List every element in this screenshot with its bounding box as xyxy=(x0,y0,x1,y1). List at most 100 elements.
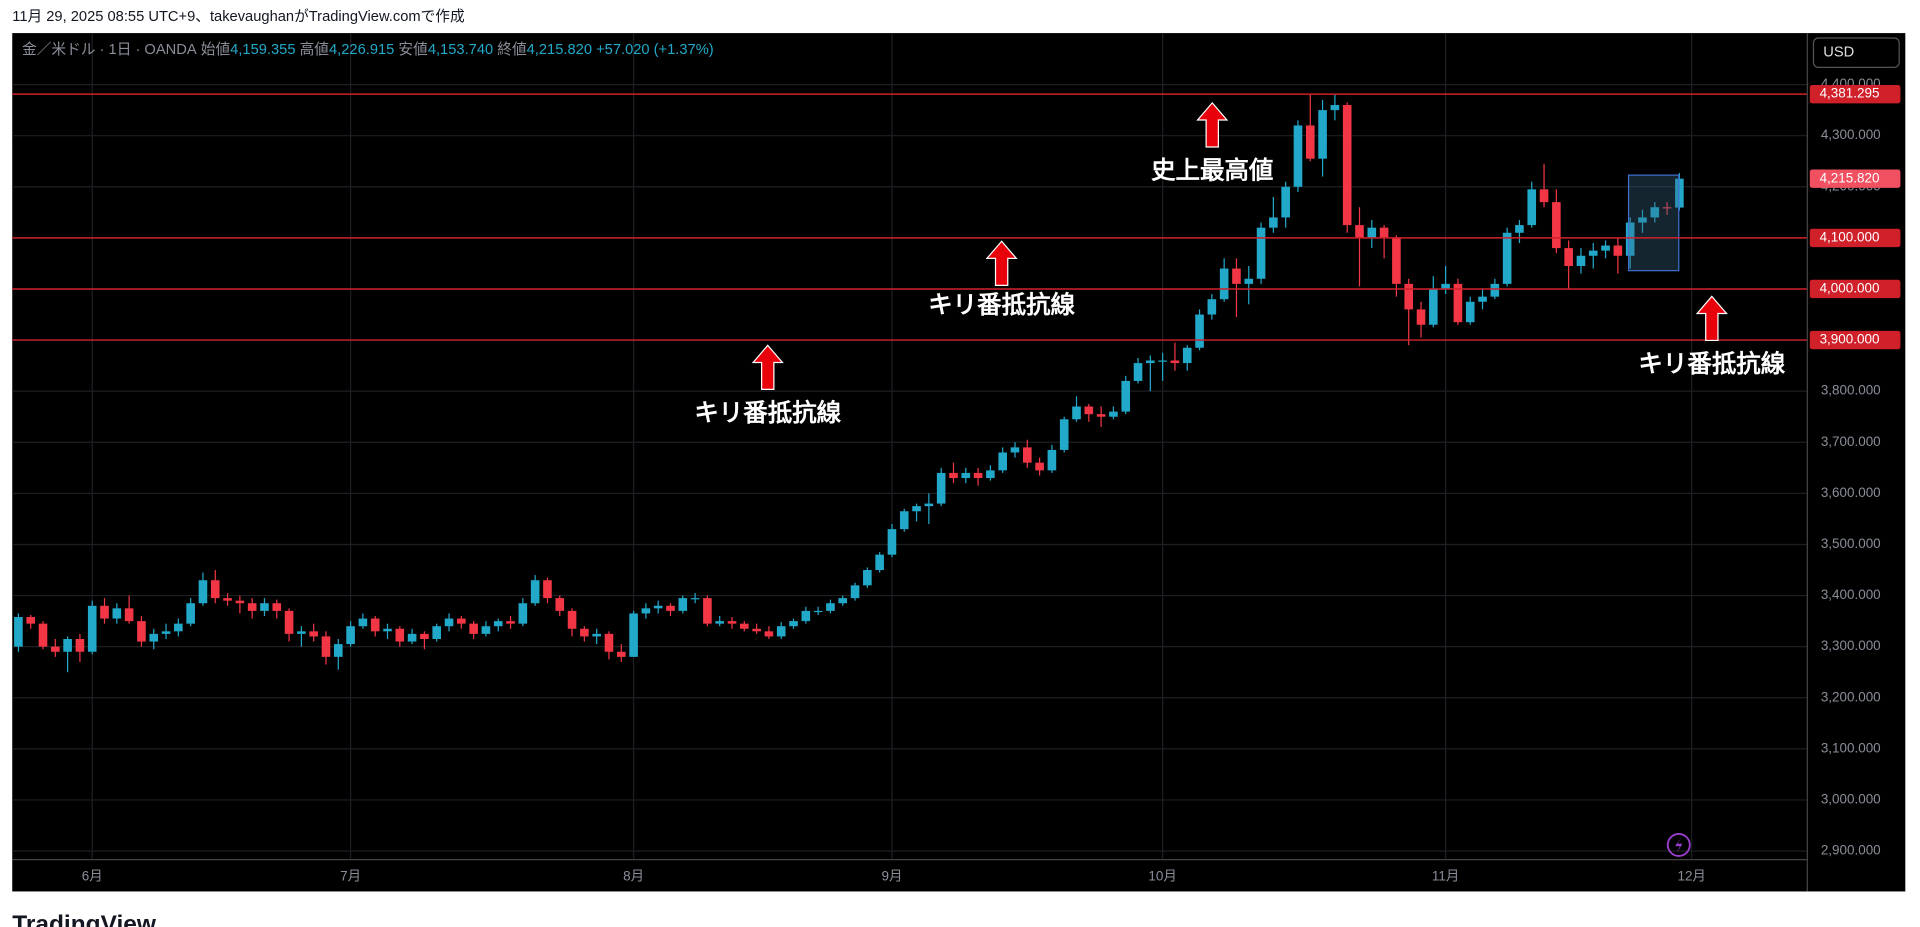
candle-body xyxy=(1355,225,1364,238)
candle-body xyxy=(1281,186,1290,218)
candle-body xyxy=(973,472,983,479)
legend-change: +57.020 (+1.37%) xyxy=(596,42,714,58)
alert-icon[interactable] xyxy=(1666,832,1691,857)
candle-body xyxy=(850,585,860,599)
last-price-label: 4,215.820 xyxy=(1820,170,1880,185)
candle-body xyxy=(875,554,884,571)
candle-body xyxy=(555,598,565,611)
candle-body xyxy=(813,610,823,613)
arrow xyxy=(1695,295,1728,342)
candle-body xyxy=(14,617,23,647)
candle-body xyxy=(112,608,122,619)
candle-body xyxy=(1305,125,1315,159)
legend-value: 4,226.915 xyxy=(329,42,394,58)
candle-body xyxy=(1232,268,1241,284)
candle-body xyxy=(641,608,651,614)
candles xyxy=(14,94,1684,673)
candle-body xyxy=(1490,283,1500,297)
candle-body xyxy=(186,603,195,624)
candle-body xyxy=(137,621,146,642)
candle-body xyxy=(174,623,183,632)
candle-body xyxy=(1379,227,1389,238)
candle-body xyxy=(1650,207,1660,218)
candle-body xyxy=(1146,360,1155,364)
candle-body xyxy=(1404,283,1414,310)
candle-body xyxy=(161,631,171,634)
candle-body xyxy=(1195,314,1204,348)
candle-body xyxy=(580,628,589,637)
candle-body xyxy=(87,605,97,652)
candle-body xyxy=(210,580,220,599)
candle-body xyxy=(887,529,897,555)
y-tick-label: 3,600.000 xyxy=(1821,485,1881,500)
x-tick-label: 12月 xyxy=(1677,868,1705,883)
candle-body xyxy=(1010,447,1020,453)
candle-body xyxy=(1022,447,1032,463)
currency[interactable]: USD xyxy=(1823,45,1854,61)
candle-body xyxy=(1416,309,1426,325)
candle-body xyxy=(678,598,688,611)
y-tick-label: 3,700.000 xyxy=(1821,434,1881,449)
candle-body xyxy=(801,610,811,622)
candle-body xyxy=(616,651,626,657)
price-line-label-bg xyxy=(1809,279,1901,299)
candle-body xyxy=(1035,462,1044,471)
candle-body xyxy=(420,633,429,639)
candle-body xyxy=(1576,255,1586,266)
candle-body xyxy=(592,633,601,637)
candle-body xyxy=(1096,414,1106,417)
candle-body xyxy=(530,580,540,604)
candle-body xyxy=(260,603,269,611)
candle-body xyxy=(604,633,614,652)
candle-body xyxy=(1244,278,1254,284)
x-tick-label: 9月 xyxy=(881,868,902,883)
legend-value: 4,215.820 xyxy=(527,42,592,58)
candle-body xyxy=(223,598,232,601)
candle-body xyxy=(1527,189,1537,226)
candle-body xyxy=(1601,245,1610,251)
candle-body xyxy=(1613,245,1623,256)
y-tick-label: 3,400.000 xyxy=(1821,587,1881,602)
candle-body xyxy=(703,598,712,624)
x-tick-label: 10月 xyxy=(1148,868,1176,883)
candle-body xyxy=(899,511,909,530)
position-box xyxy=(1627,174,1680,272)
candle-body xyxy=(690,598,700,600)
candle-body xyxy=(395,628,405,642)
candle-body xyxy=(986,470,995,479)
candle-body xyxy=(1638,217,1647,223)
candle-body xyxy=(493,621,503,627)
candle-body xyxy=(1219,268,1229,300)
arrow xyxy=(751,344,784,391)
candle-body xyxy=(149,633,159,642)
candle-body xyxy=(518,603,528,624)
y-tick-label: 3,800.000 xyxy=(1821,383,1881,398)
candle-body xyxy=(1109,411,1118,417)
currency-button[interactable] xyxy=(1812,37,1900,68)
legend-value: 4,153.740 xyxy=(428,42,493,58)
candle-body xyxy=(826,603,835,611)
candle-body xyxy=(309,631,318,637)
candle-body xyxy=(1662,207,1672,209)
candle-body xyxy=(284,610,294,634)
candle-body xyxy=(1170,360,1180,364)
candle-body xyxy=(1515,225,1524,233)
candle-body xyxy=(358,618,368,627)
price-line-label: 4,381.295 xyxy=(1820,86,1880,101)
candle-body xyxy=(346,626,355,645)
candle-body xyxy=(1059,419,1069,450)
candle-body xyxy=(51,646,60,652)
price-line-label-bg xyxy=(1809,84,1901,104)
candle-body xyxy=(924,503,934,507)
candle-body xyxy=(469,623,478,634)
price-line-label: 4,000.000 xyxy=(1820,281,1880,296)
candle-body xyxy=(949,472,958,479)
candle-body xyxy=(481,626,491,634)
candle-body xyxy=(1588,250,1598,256)
candle-body xyxy=(75,638,85,652)
candle-body xyxy=(1675,178,1684,208)
candle-body xyxy=(457,618,466,624)
overlays: 2,900.000 3,000.000 3,100.000 3,200.000 3,30… xyxy=(12,76,1901,883)
